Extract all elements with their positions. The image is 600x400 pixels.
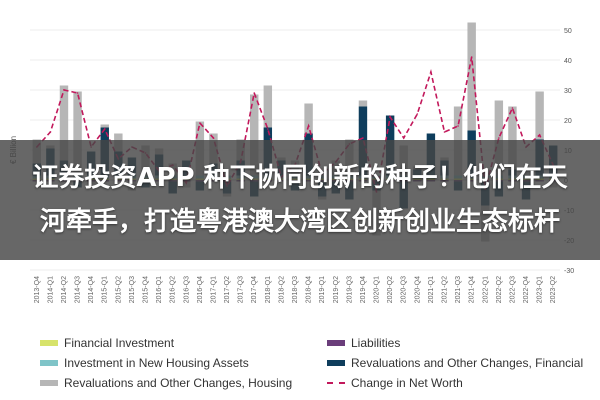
x-tick-label: 2017-Q3 [238,276,245,303]
legend-item: Revaluations and Other Changes, Housing [40,376,292,390]
x-tick-label: 2021-Q1 [428,276,435,303]
x-tick-label: 2019-Q2 [333,276,340,303]
legend-swatch [40,360,58,366]
net-worth-point [63,89,65,91]
y-tick-label: -30 [564,268,574,275]
x-tick-label: 2019-Q3 [346,276,353,303]
net-worth-point [307,125,310,127]
net-worth-point [402,137,405,139]
bar-segment [59,85,69,161]
net-worth-point [199,122,201,124]
x-tick-label: 2020-Q4 [414,276,421,303]
legend-label: Change in Net Worth [351,376,463,390]
x-tick-label: 2016-Q4 [197,276,204,303]
x-tick-label: 2017-Q4 [251,276,258,303]
legend-label: Revaluations and Other Changes, Housing [64,376,293,390]
x-tick-label: 2017-Q1 [210,276,217,303]
legend-swatch [327,340,345,346]
legend-label: Investment in New Housing Assets [64,356,249,370]
legend-item: Revaluations and Other Changes, Financia… [327,356,583,370]
x-tick-label: 2017-Q2 [224,276,231,303]
legend-swatch [40,340,58,346]
legend-label: Revaluations and Other Changes, Financia… [351,356,584,370]
net-worth-point [362,137,364,139]
x-tick-label: 2022-Q1 [482,276,489,303]
x-tick-label: 2021-Q2 [441,276,448,303]
net-worth-point [212,137,215,139]
x-tick-label: 2015-Q2 [115,276,122,303]
legend-swatch [40,380,58,386]
bar-segment [100,124,109,128]
x-tick-label: 2022-Q4 [523,276,530,303]
x-tick-label: 2018-Q4 [306,276,313,303]
x-tick-label: 2014-Q2 [61,276,68,303]
legend-swatch [327,382,345,384]
net-worth-point [498,137,500,139]
bar-segment [304,103,313,134]
x-tick-label: 2013-Q4 [34,276,41,303]
x-tick-label: 2014-Q3 [75,276,82,303]
net-worth-point [389,116,391,118]
legend-item: Investment in New Housing Assets [40,356,249,370]
bar-segment [73,91,82,176]
x-tick-label: 2015-Q4 [143,276,150,303]
bar-segment [508,106,517,170]
net-worth-point [416,113,419,115]
net-worth-point [511,107,514,109]
y-tick-label: 40 [564,58,572,65]
x-tick-label: 2015-Q3 [129,276,136,303]
bar-segment [467,22,476,131]
x-tick-label: 2016-Q2 [170,276,177,303]
x-tick-label: 2016-Q1 [156,276,163,303]
net-worth-point [267,128,269,130]
legend-item: Liabilities [327,336,400,350]
net-worth-point [253,92,256,94]
net-worth-point [470,56,473,58]
x-tick-label: 2015-Q1 [102,276,109,303]
legend-item: Financial Investment [40,336,174,350]
y-tick-label: 50 [564,28,572,35]
x-tick-label: 2018-Q1 [265,276,272,303]
x-tick-label: 2022-Q2 [496,276,503,303]
bar-segment [250,94,259,176]
net-worth-point [430,71,432,73]
x-tick-label: 2016-Q3 [183,276,190,303]
overlay-banner-text: 证券投资APP 种下协同创新的种子！他们在天河牵手，打造粤港澳大湾区创新创业生态… [32,163,568,237]
net-worth-point [457,125,459,127]
legend-swatch [327,360,345,366]
bar-segment [535,91,544,140]
x-tick-label: 2019-Q1 [319,276,326,303]
y-tick-label: 20 [564,118,572,125]
legend-label: Financial Investment [64,336,175,350]
x-tick-label: 2023-Q1 [537,276,544,303]
x-tick-label: 2018-Q3 [292,276,299,303]
x-tick-label: 2020-Q3 [401,276,408,303]
net-worth-point [103,128,106,130]
x-tick-label: 2014-Q1 [47,276,54,303]
x-tick-label: 2020-Q1 [374,276,381,303]
x-tick-label: 2022-Q3 [509,276,516,303]
y-tick-label: 30 [564,88,572,95]
bar-segment [358,100,368,107]
x-tick-label: 2014-Q4 [88,276,95,303]
chart-legend: Financial Investment Liabilities Investmen… [0,332,600,400]
legend-label: Liabilities [351,336,401,350]
x-tick-label: 2018-Q2 [278,276,285,303]
x-tick-label: 2019-Q4 [360,276,367,303]
x-tick-label: 2020-Q2 [387,276,394,303]
overlay-banner: 证券投资APP 种下协同创新的种子！他们在天河牵手，打造粤港澳大湾区创新创业生态… [0,140,600,260]
x-tick-label: 2021-Q3 [455,276,462,303]
legend-item: Change in Net Worth [327,376,463,390]
net-worth-point [49,131,52,133]
x-tick-label: 2023-Q2 [550,276,557,303]
net-worth-point [538,134,541,136]
net-worth-point [443,131,446,133]
net-worth-point [76,92,79,94]
bar-segment [263,85,273,128]
x-tick-label: 2021-Q4 [469,276,476,303]
